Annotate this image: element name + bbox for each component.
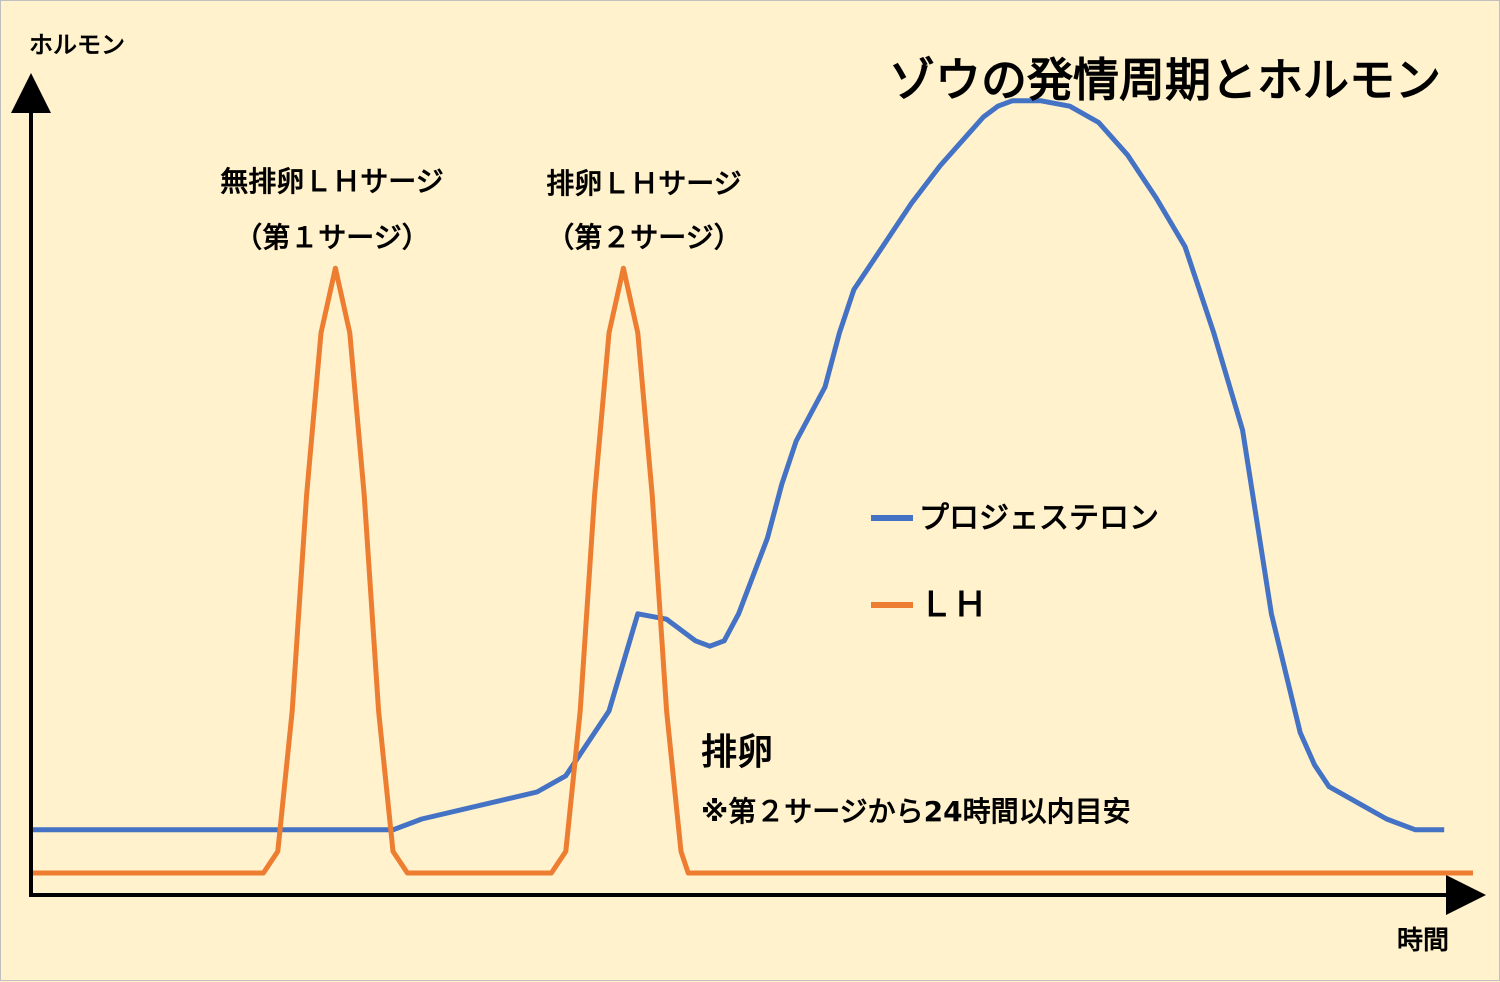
surge2-sublabel: （第２サージ）	[546, 221, 741, 254]
x-axis-label: 時間	[1397, 926, 1449, 956]
progesterone-line	[33, 98, 1445, 833]
legend-label-progesterone: プロジェステロン	[919, 501, 1159, 536]
surge2-label: 排卵ＬＨサージ	[546, 167, 741, 200]
surge1-label: 無排卵ＬＨサージ	[220, 165, 443, 198]
lh-line	[33, 265, 1473, 876]
y-axis-label: ホルモン	[29, 31, 125, 59]
ovulation-note: ※第２サージから24時間以内目安	[701, 795, 1131, 828]
legend-label-lh: ＬＨ	[919, 585, 987, 625]
ovulation-label: 排卵	[701, 732, 773, 773]
surge1-sublabel: （第１サージ）	[234, 221, 429, 254]
chart-title: ゾウの発情周期とホルモン	[889, 53, 1441, 107]
legend: プロジェステロン ＬＨ	[871, 501, 1159, 625]
